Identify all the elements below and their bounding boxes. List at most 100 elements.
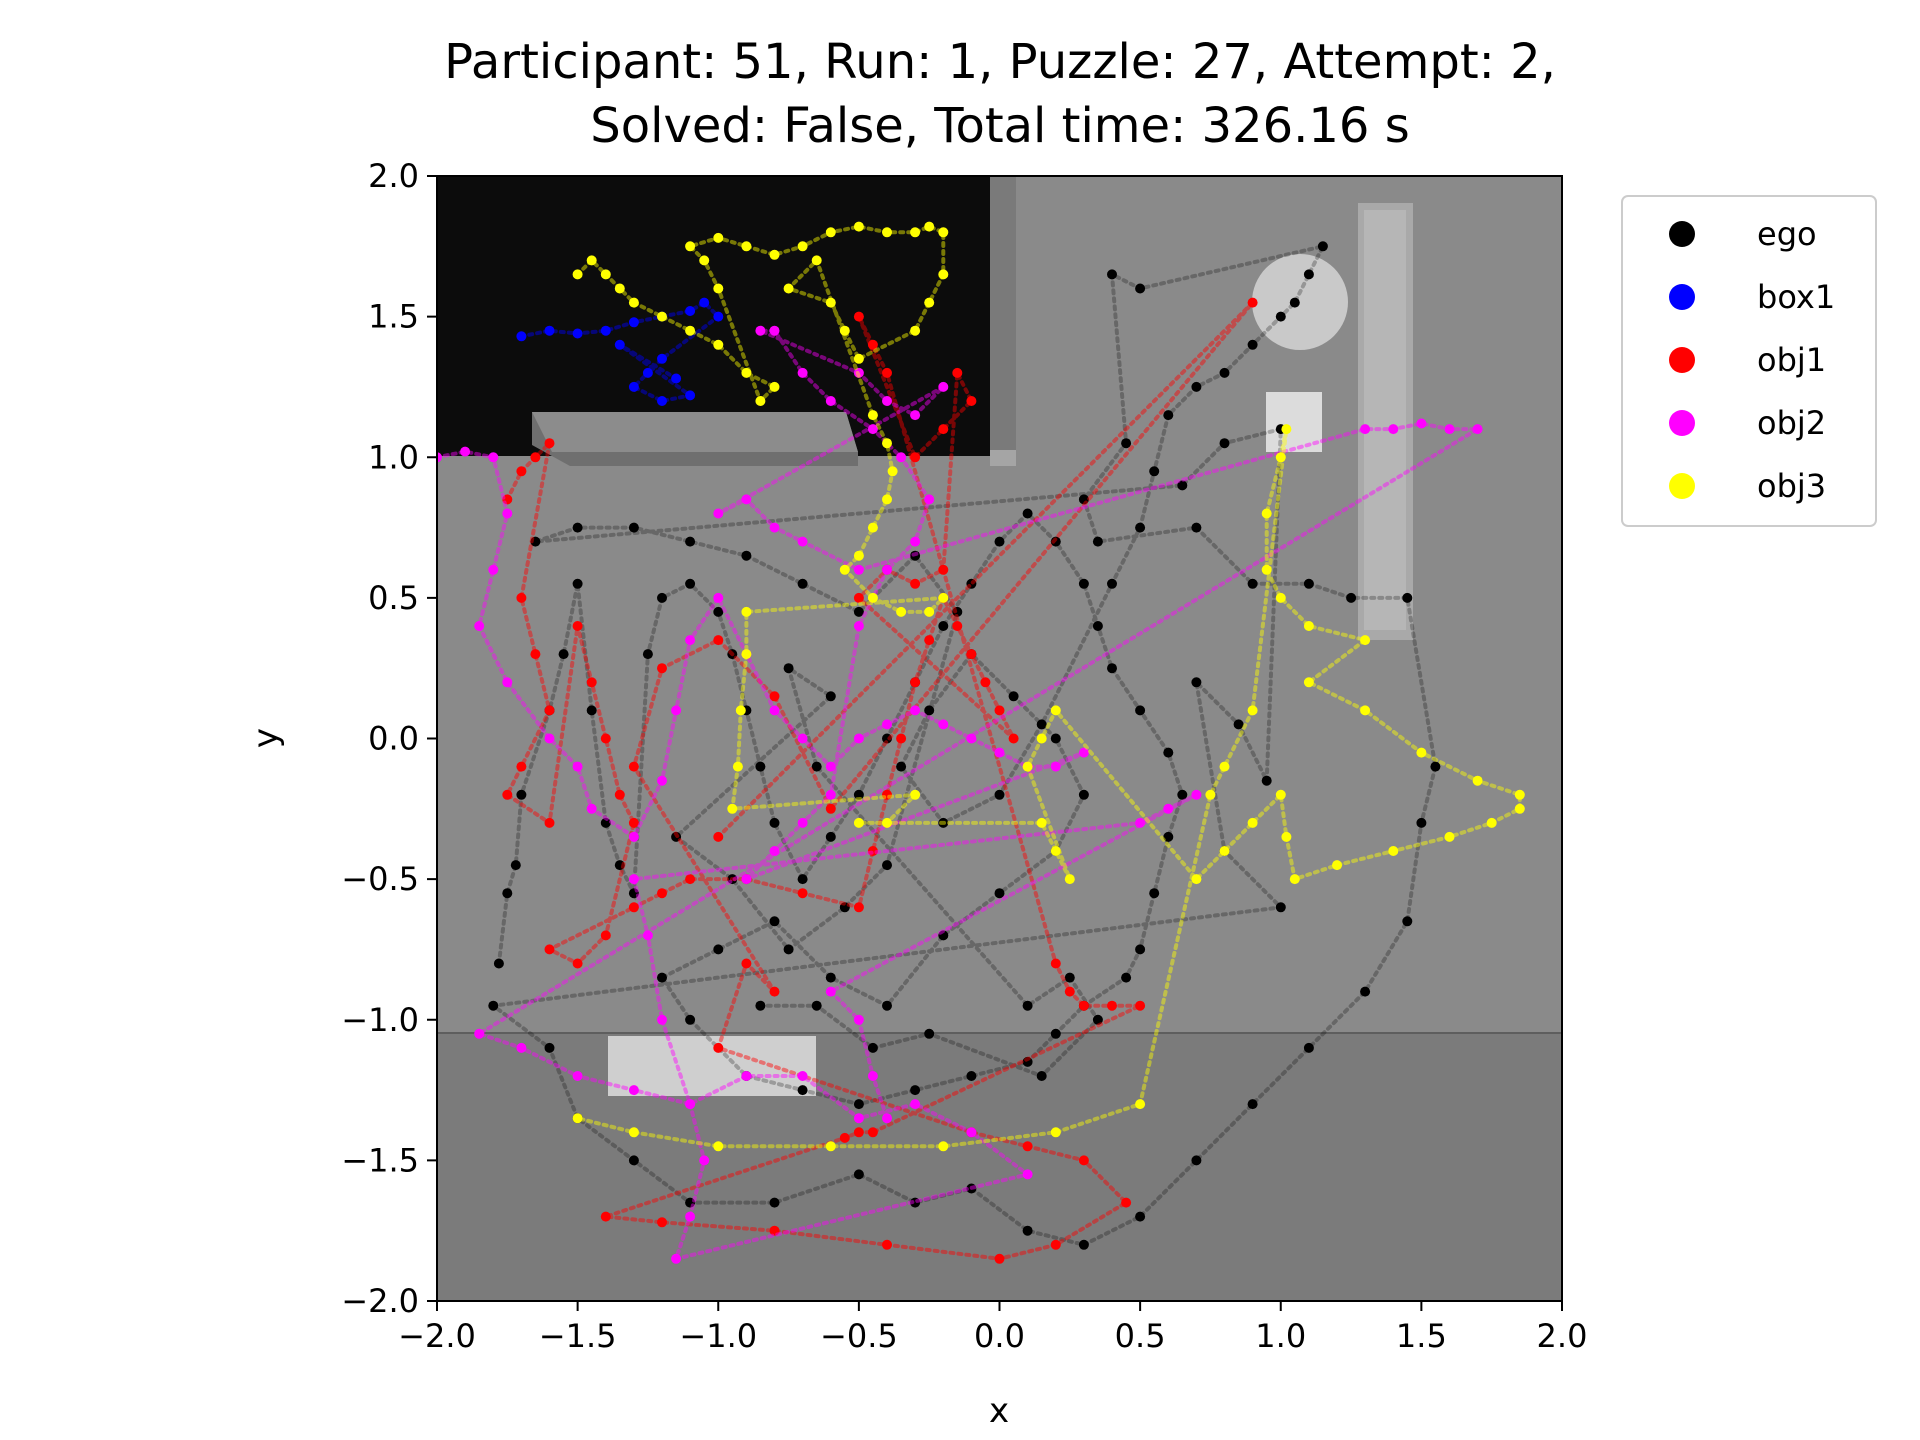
- ego-point: [994, 789, 1005, 800]
- obj1-point: [1121, 1197, 1132, 1208]
- ego-point: [628, 1155, 639, 1166]
- obj3-point: [699, 255, 710, 266]
- obj2-point: [572, 1071, 583, 1081]
- obj1-point: [797, 888, 808, 899]
- ego-point: [1402, 592, 1413, 603]
- obj1-point: [938, 564, 949, 575]
- obj2-point: [1388, 424, 1399, 435]
- obj3-point: [887, 466, 898, 477]
- y-tick-label: 0.0: [368, 720, 419, 758]
- ego-point: [853, 789, 864, 800]
- obj3-point: [938, 1141, 949, 1152]
- obj1-point: [530, 649, 541, 660]
- ego-point: [1092, 536, 1103, 547]
- obj2-point: [825, 761, 836, 772]
- obj2-point: [853, 1113, 864, 1124]
- obj3-point: [825, 1141, 836, 1152]
- obj2-point: [853, 1014, 864, 1025]
- obj2-point: [671, 705, 682, 716]
- ego-point: [1163, 747, 1174, 758]
- ego-point: [882, 733, 892, 744]
- obj1-point: [713, 635, 724, 646]
- obj3-point: [600, 269, 611, 280]
- x-tick-label: 2.0: [1537, 1317, 1588, 1355]
- ego-point: [1303, 1042, 1314, 1053]
- obj2-point: [741, 874, 752, 885]
- box1-trajectory: [519, 300, 722, 404]
- ego-point: [896, 761, 907, 772]
- obj2-point: [797, 733, 808, 744]
- obj3-point: [1135, 1099, 1146, 1110]
- box1-point: [544, 325, 555, 336]
- obj2-point: [628, 831, 639, 842]
- legend-label-obj1: obj1: [1757, 341, 1826, 379]
- obj1-point: [657, 663, 667, 674]
- ego-point: [1402, 916, 1413, 927]
- obj3-point: [938, 269, 949, 280]
- obj3-point: [910, 227, 921, 238]
- obj3-point: [741, 241, 752, 252]
- obj3-point: [853, 221, 864, 232]
- obj3-point: [924, 606, 935, 617]
- ego-point: [642, 649, 653, 660]
- obj3-point: [839, 325, 850, 336]
- obj3-point: [628, 297, 639, 308]
- obj3-point: [882, 438, 892, 449]
- light-panel-bottom: [608, 1036, 816, 1096]
- obj2-point: [474, 1028, 485, 1039]
- ego-point: [530, 536, 541, 547]
- obj3-point: [938, 227, 949, 238]
- ego-point: [1036, 1071, 1047, 1081]
- obj2-point: [671, 1253, 682, 1264]
- obj3-point: [741, 367, 752, 378]
- obj2-point: [1360, 424, 1371, 435]
- ego-point: [1247, 578, 1258, 589]
- box1-point: [685, 306, 696, 316]
- ego-point: [713, 944, 724, 955]
- obj1-point: [530, 452, 541, 463]
- obj1-point: [769, 986, 780, 997]
- ego-point: [1050, 733, 1061, 744]
- ego-point: [1149, 888, 1160, 899]
- obj3-point: [1205, 789, 1216, 800]
- obj1-point: [966, 649, 977, 660]
- ego-point: [952, 606, 963, 617]
- ego-point: [1289, 297, 1300, 308]
- ego-point: [1261, 775, 1272, 786]
- obj3-point: [853, 817, 864, 828]
- obj3-point: [825, 227, 836, 238]
- ego-point: [1135, 522, 1146, 533]
- ego-point: [713, 606, 724, 617]
- obj3-point: [572, 269, 583, 280]
- obj3-point: [614, 283, 625, 294]
- obj1-point: [516, 761, 527, 772]
- obj3-point: [839, 564, 850, 575]
- light-panel-right-inner: [1364, 210, 1406, 630]
- obj3-point: [938, 592, 949, 603]
- obj2-point: [741, 494, 752, 505]
- obj2-point: [853, 621, 864, 631]
- obj2-point: [685, 1211, 696, 1222]
- obj1-point: [769, 1225, 780, 1236]
- ego-point: [797, 1085, 808, 1096]
- obj2-point: [628, 874, 639, 885]
- obj2-point: [741, 1071, 752, 1081]
- ego-point: [825, 691, 836, 702]
- ego-point: [1022, 1056, 1033, 1067]
- obj1-point: [825, 803, 836, 814]
- box1-point: [614, 339, 625, 350]
- ego-point: [1121, 972, 1132, 983]
- obj3-point: [741, 649, 752, 660]
- ego-point: [1092, 621, 1103, 631]
- obj3-point: [867, 410, 878, 421]
- legend-marker-obj2: [1669, 410, 1695, 436]
- ego-point: [1008, 691, 1019, 702]
- obj3-point: [1472, 775, 1483, 786]
- obj1-point: [853, 902, 864, 913]
- legend-label-box1: box1: [1757, 278, 1835, 316]
- obj2-point: [769, 846, 780, 856]
- ego-point: [853, 606, 864, 617]
- obj1-point: [853, 592, 864, 603]
- ego-point: [769, 916, 780, 927]
- obj1-point: [628, 817, 639, 828]
